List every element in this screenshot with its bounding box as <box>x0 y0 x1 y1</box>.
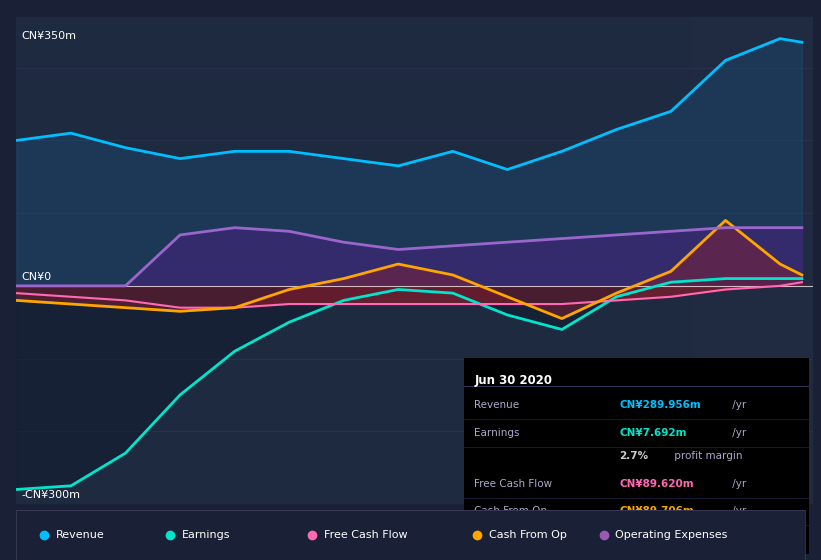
Text: Revenue: Revenue <box>475 400 520 410</box>
Text: Earnings: Earnings <box>182 530 231 540</box>
Text: 2.7%: 2.7% <box>619 451 648 461</box>
Text: CN¥289.956m: CN¥289.956m <box>619 400 701 410</box>
Text: CN¥7.692m: CN¥7.692m <box>619 428 686 438</box>
Text: CN¥350m: CN¥350m <box>22 31 77 41</box>
Text: /yr: /yr <box>729 428 746 438</box>
Text: Earnings: Earnings <box>475 428 520 438</box>
Text: Free Cash Flow: Free Cash Flow <box>475 479 553 489</box>
Text: CN¥0: CN¥0 <box>22 272 52 282</box>
Text: /yr: /yr <box>729 479 746 489</box>
Text: Cash From Op: Cash From Op <box>475 506 548 516</box>
Text: Jun 30 2020: Jun 30 2020 <box>475 374 553 387</box>
Text: CN¥89.706m: CN¥89.706m <box>619 506 694 516</box>
Text: /yr: /yr <box>729 534 746 544</box>
Text: Cash From Op: Cash From Op <box>489 530 567 540</box>
Text: Revenue: Revenue <box>56 530 104 540</box>
Text: /yr: /yr <box>729 400 746 410</box>
Text: Operating Expenses: Operating Expenses <box>616 530 727 540</box>
Text: -CN¥300m: -CN¥300m <box>22 491 81 501</box>
Text: CN¥89.620m: CN¥89.620m <box>619 479 694 489</box>
Bar <box>693 17 813 504</box>
Text: /yr: /yr <box>729 506 746 516</box>
Text: CN¥76.335m: CN¥76.335m <box>619 534 694 544</box>
Text: Free Cash Flow: Free Cash Flow <box>323 530 407 540</box>
Text: Operating Expenses: Operating Expenses <box>475 534 580 544</box>
Text: profit margin: profit margin <box>671 451 742 461</box>
